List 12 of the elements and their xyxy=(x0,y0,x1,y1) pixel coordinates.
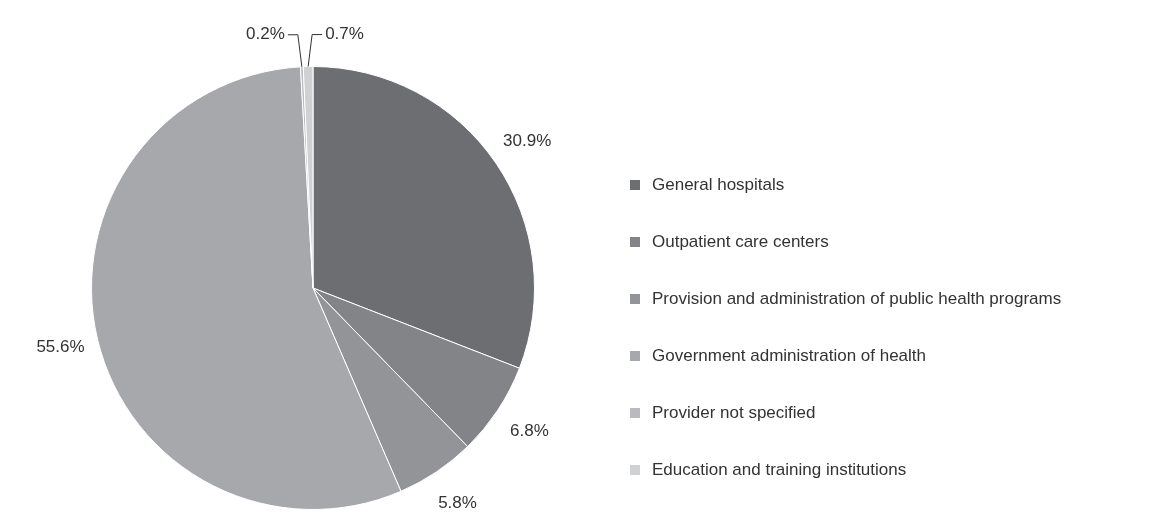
data-label: 30.9% xyxy=(503,131,552,151)
legend-label: General hospitals xyxy=(652,174,785,195)
legend-label: Outpatient care centers xyxy=(652,231,829,252)
legend-label: Government administration of health xyxy=(652,345,927,366)
data-label: 6.8% xyxy=(510,420,549,440)
legend-label: Provider not specified xyxy=(652,402,816,423)
legend-label: Education and training institutions xyxy=(652,459,907,480)
legend-label: Provision and administration of public health programs xyxy=(652,288,1062,309)
data-label: 0.7% xyxy=(325,24,364,44)
data-label: 55.6% xyxy=(36,337,85,357)
data-label: 5.8% xyxy=(438,493,477,513)
data-label: 0.2% xyxy=(246,24,285,44)
